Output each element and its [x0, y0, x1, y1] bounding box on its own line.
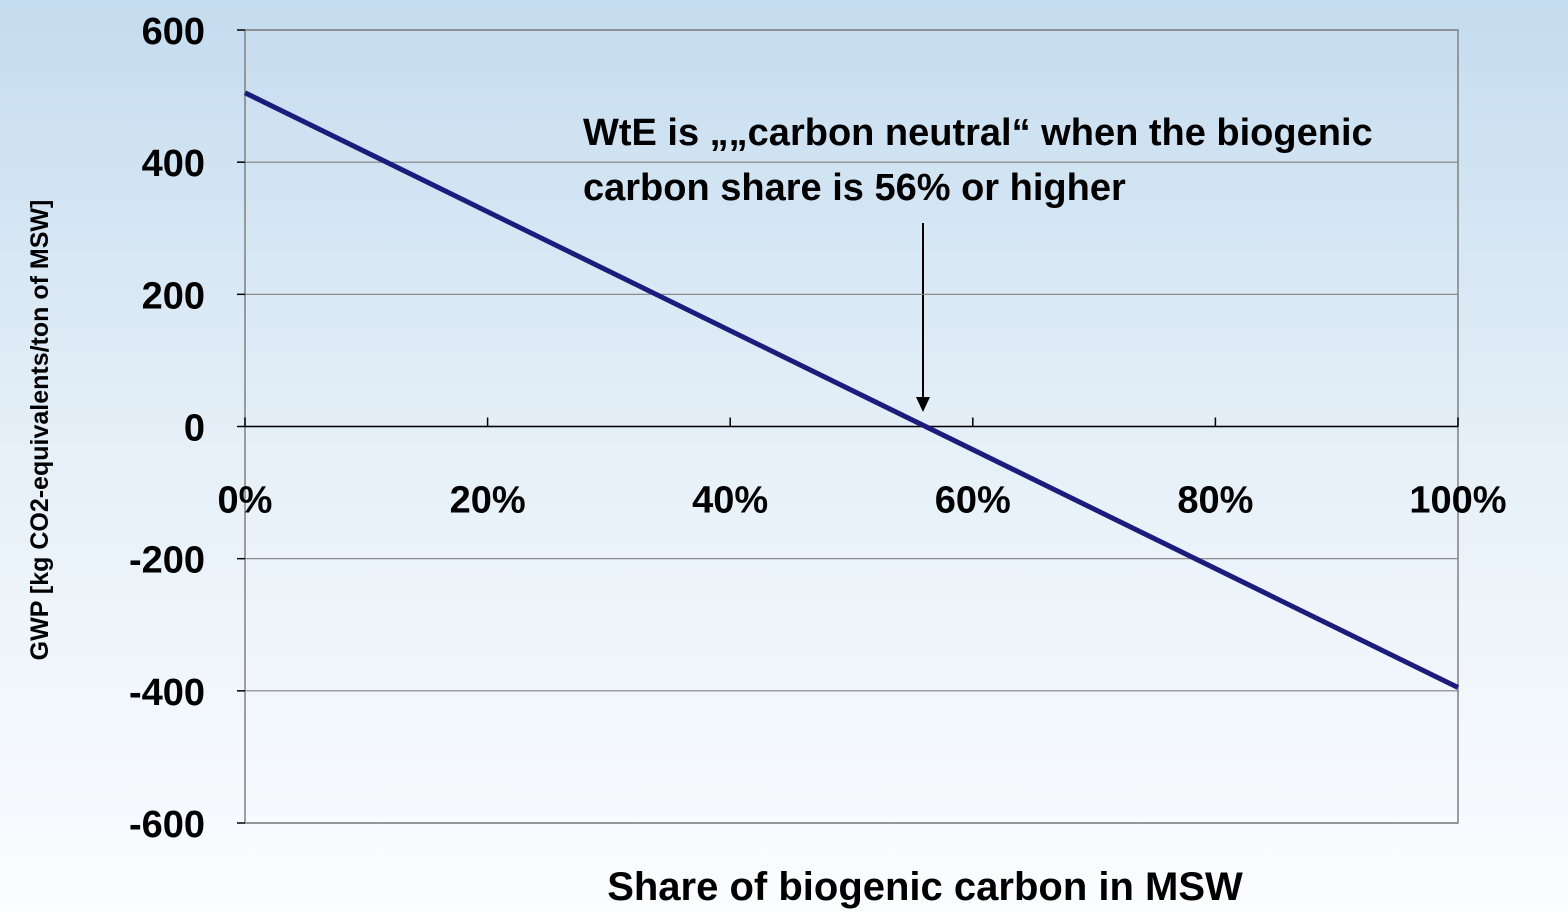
y-axis-label: GWP [kg CO2-equivalents/ton of MSW] [26, 200, 54, 661]
y-tick-label: 200 [142, 275, 205, 317]
y-tick-label: -600 [129, 804, 205, 846]
annotation: carbon share is 56% or higher [583, 167, 1126, 209]
data-line [243, 90, 1460, 690]
arrow-head [916, 397, 930, 412]
x-tick-label: 40% [692, 480, 768, 522]
y-tick-label: -400 [129, 672, 205, 714]
x-tick-label: 100% [1409, 480, 1506, 522]
x-axis-label: Share of biogenic carbon in MSW [607, 865, 1243, 909]
y-tick-label: 600 [142, 11, 205, 53]
annotation: WtE is „„carbon neutral“ when the biogen… [583, 112, 1373, 154]
y-tick-label: 0 [184, 408, 205, 450]
x-tick-label: 60% [935, 480, 1011, 522]
y-tick-label: -200 [129, 540, 205, 582]
x-tick-label: 0% [218, 480, 273, 522]
y-tick-label: 400 [142, 143, 205, 185]
x-tick-label: 80% [1177, 480, 1253, 522]
x-tick-label: 20% [450, 480, 526, 522]
